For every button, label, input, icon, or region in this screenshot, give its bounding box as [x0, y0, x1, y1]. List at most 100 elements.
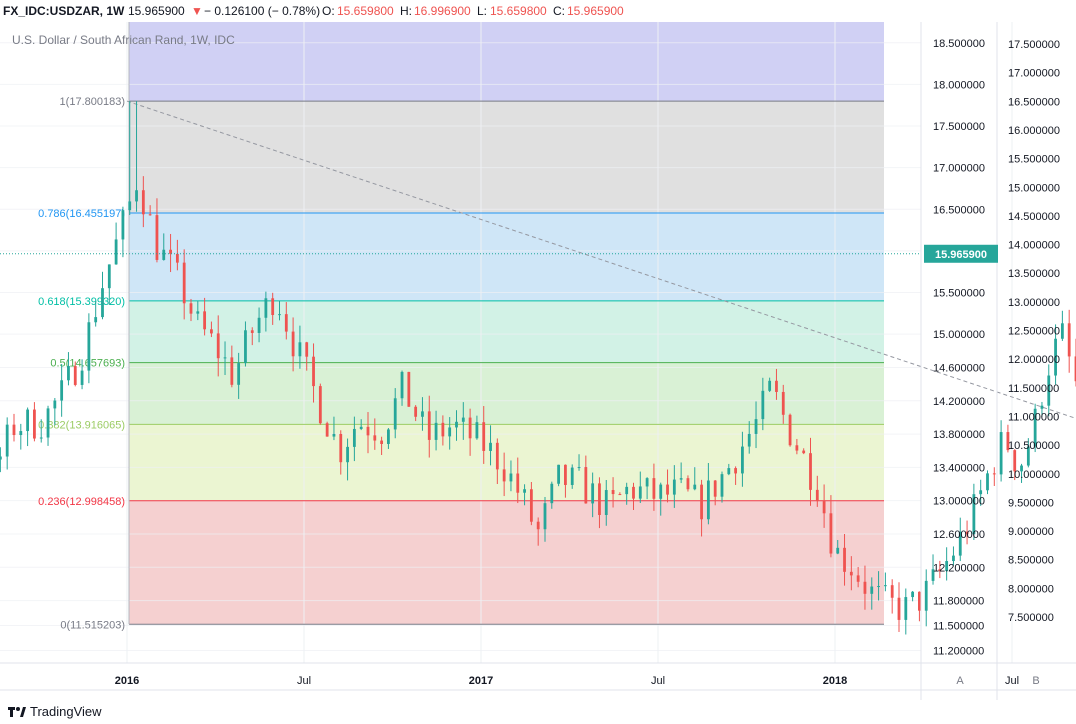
candle-body	[570, 467, 574, 485]
candle-body	[1020, 465, 1023, 472]
open-label: O:	[322, 4, 335, 18]
candle-body	[352, 428, 356, 447]
candle-body	[911, 591, 915, 598]
candle-body	[666, 484, 669, 495]
candle-body	[250, 330, 254, 333]
secondary-axis-tick: 7.500000	[1008, 612, 1054, 624]
candle-body	[543, 503, 547, 530]
candle-body	[33, 409, 36, 439]
candle-body	[686, 478, 690, 490]
fib-zone-top	[129, 22, 884, 102]
price-chart[interactable]: 1(17.800183) 0.786(16.455197) 0.618(15.399…	[0, 0, 1076, 700]
symbol-label[interactable]: FX_IDC:USDZAR, 1W	[3, 4, 125, 18]
secondary-axis-tick: 17.500000	[1008, 39, 1060, 51]
high-value: 16.996900	[414, 4, 471, 18]
candle-body	[972, 494, 976, 535]
candle-body	[897, 597, 901, 620]
candle-body	[918, 591, 921, 611]
candle-body	[237, 363, 241, 385]
fib-zone-0.618	[129, 300, 884, 363]
candle-body	[53, 400, 57, 409]
footer: TradingView	[0, 700, 1076, 724]
time-axis-tick: 2016	[115, 675, 139, 687]
secondary-axis-tick: 9.000000	[1008, 526, 1054, 538]
candle-body	[155, 215, 159, 260]
candle-body	[278, 314, 281, 316]
candle-body	[400, 371, 404, 399]
candle-body	[945, 561, 949, 572]
time-axis-tick: Jul	[651, 675, 665, 687]
candle-body	[1026, 446, 1030, 466]
candle-body	[754, 419, 758, 434]
candle-body	[836, 547, 840, 554]
candle-body	[788, 414, 792, 446]
candle-body	[931, 569, 935, 581]
candle-body	[39, 437, 43, 439]
chart-header: FX_IDC:USDZAR, 1W 15.965900 ▼ − 0.126100…	[0, 0, 1076, 22]
candle-body	[461, 417, 465, 422]
secondary-axis-tick: 12.000000	[1008, 354, 1060, 366]
candle-body	[223, 357, 227, 359]
candle-body	[604, 490, 608, 516]
candle-body	[80, 370, 84, 385]
fib-label-1: 1(17.800183)	[60, 96, 125, 108]
brand-name[interactable]: TradingView	[30, 704, 102, 719]
candle-body	[502, 469, 506, 482]
price-value: 15.965900	[128, 4, 185, 18]
price-axis-tick: 18.500000	[933, 38, 985, 50]
tradingview-logo-icon[interactable]	[8, 704, 26, 720]
candle-body	[720, 474, 724, 497]
candle-body	[271, 298, 275, 316]
fib-zone-0.5	[129, 362, 884, 425]
candle-body	[768, 380, 772, 391]
down-arrow-icon: ▼	[191, 4, 203, 18]
candle-body	[1040, 405, 1044, 409]
fib-zone-0.786	[129, 213, 884, 301]
candle-body	[475, 422, 479, 439]
candle-body	[1047, 375, 1051, 406]
candle-body	[598, 483, 601, 516]
candle-body	[60, 380, 64, 401]
candle-body	[904, 597, 908, 620]
secondary-axis-tick: 8.500000	[1008, 555, 1054, 567]
candle-body	[1006, 432, 1010, 451]
candle-body	[196, 311, 200, 314]
candle-body	[244, 330, 247, 364]
candle-body	[679, 478, 683, 480]
candle-body	[1054, 338, 1057, 376]
fib-zone-0.236	[129, 500, 884, 625]
candle-body	[257, 317, 261, 333]
candle-body	[305, 342, 309, 357]
time-axis-tick: 2018	[823, 675, 847, 687]
candle-body	[802, 450, 806, 454]
candle-body	[148, 214, 152, 216]
candle-body	[495, 442, 499, 470]
candle-body	[67, 366, 70, 381]
last-price-label: 15.965900	[935, 249, 987, 261]
secondary-axis-tick: 17.000000	[1008, 68, 1060, 80]
candle-body	[632, 486, 635, 499]
candle-body	[203, 311, 207, 330]
candle-body	[693, 484, 697, 490]
candle-body	[434, 422, 438, 440]
fib-label-0.382: 0.382(13.916065)	[38, 419, 125, 431]
candle-body	[441, 422, 445, 437]
candle-body	[1060, 323, 1064, 339]
candle-body	[700, 484, 703, 520]
candle-body	[938, 569, 942, 572]
candle-body	[577, 467, 581, 469]
fib-label-0: 0(11.515203)	[60, 619, 125, 631]
candle-body	[366, 426, 370, 436]
candle-body	[169, 249, 172, 254]
secondary-axis-tick: 15.000000	[1008, 182, 1060, 194]
time-axis-tick: Jul	[297, 675, 311, 687]
price-axis-tick: 17.000000	[933, 163, 985, 175]
candle-body	[291, 331, 295, 357]
candle-body	[1074, 356, 1076, 382]
time-axis-tick: 2017	[469, 675, 493, 687]
candle-body	[12, 424, 16, 436]
candle-body	[448, 427, 452, 437]
candle-body	[890, 585, 894, 598]
candle-body	[625, 486, 629, 495]
candle-body	[346, 446, 349, 463]
